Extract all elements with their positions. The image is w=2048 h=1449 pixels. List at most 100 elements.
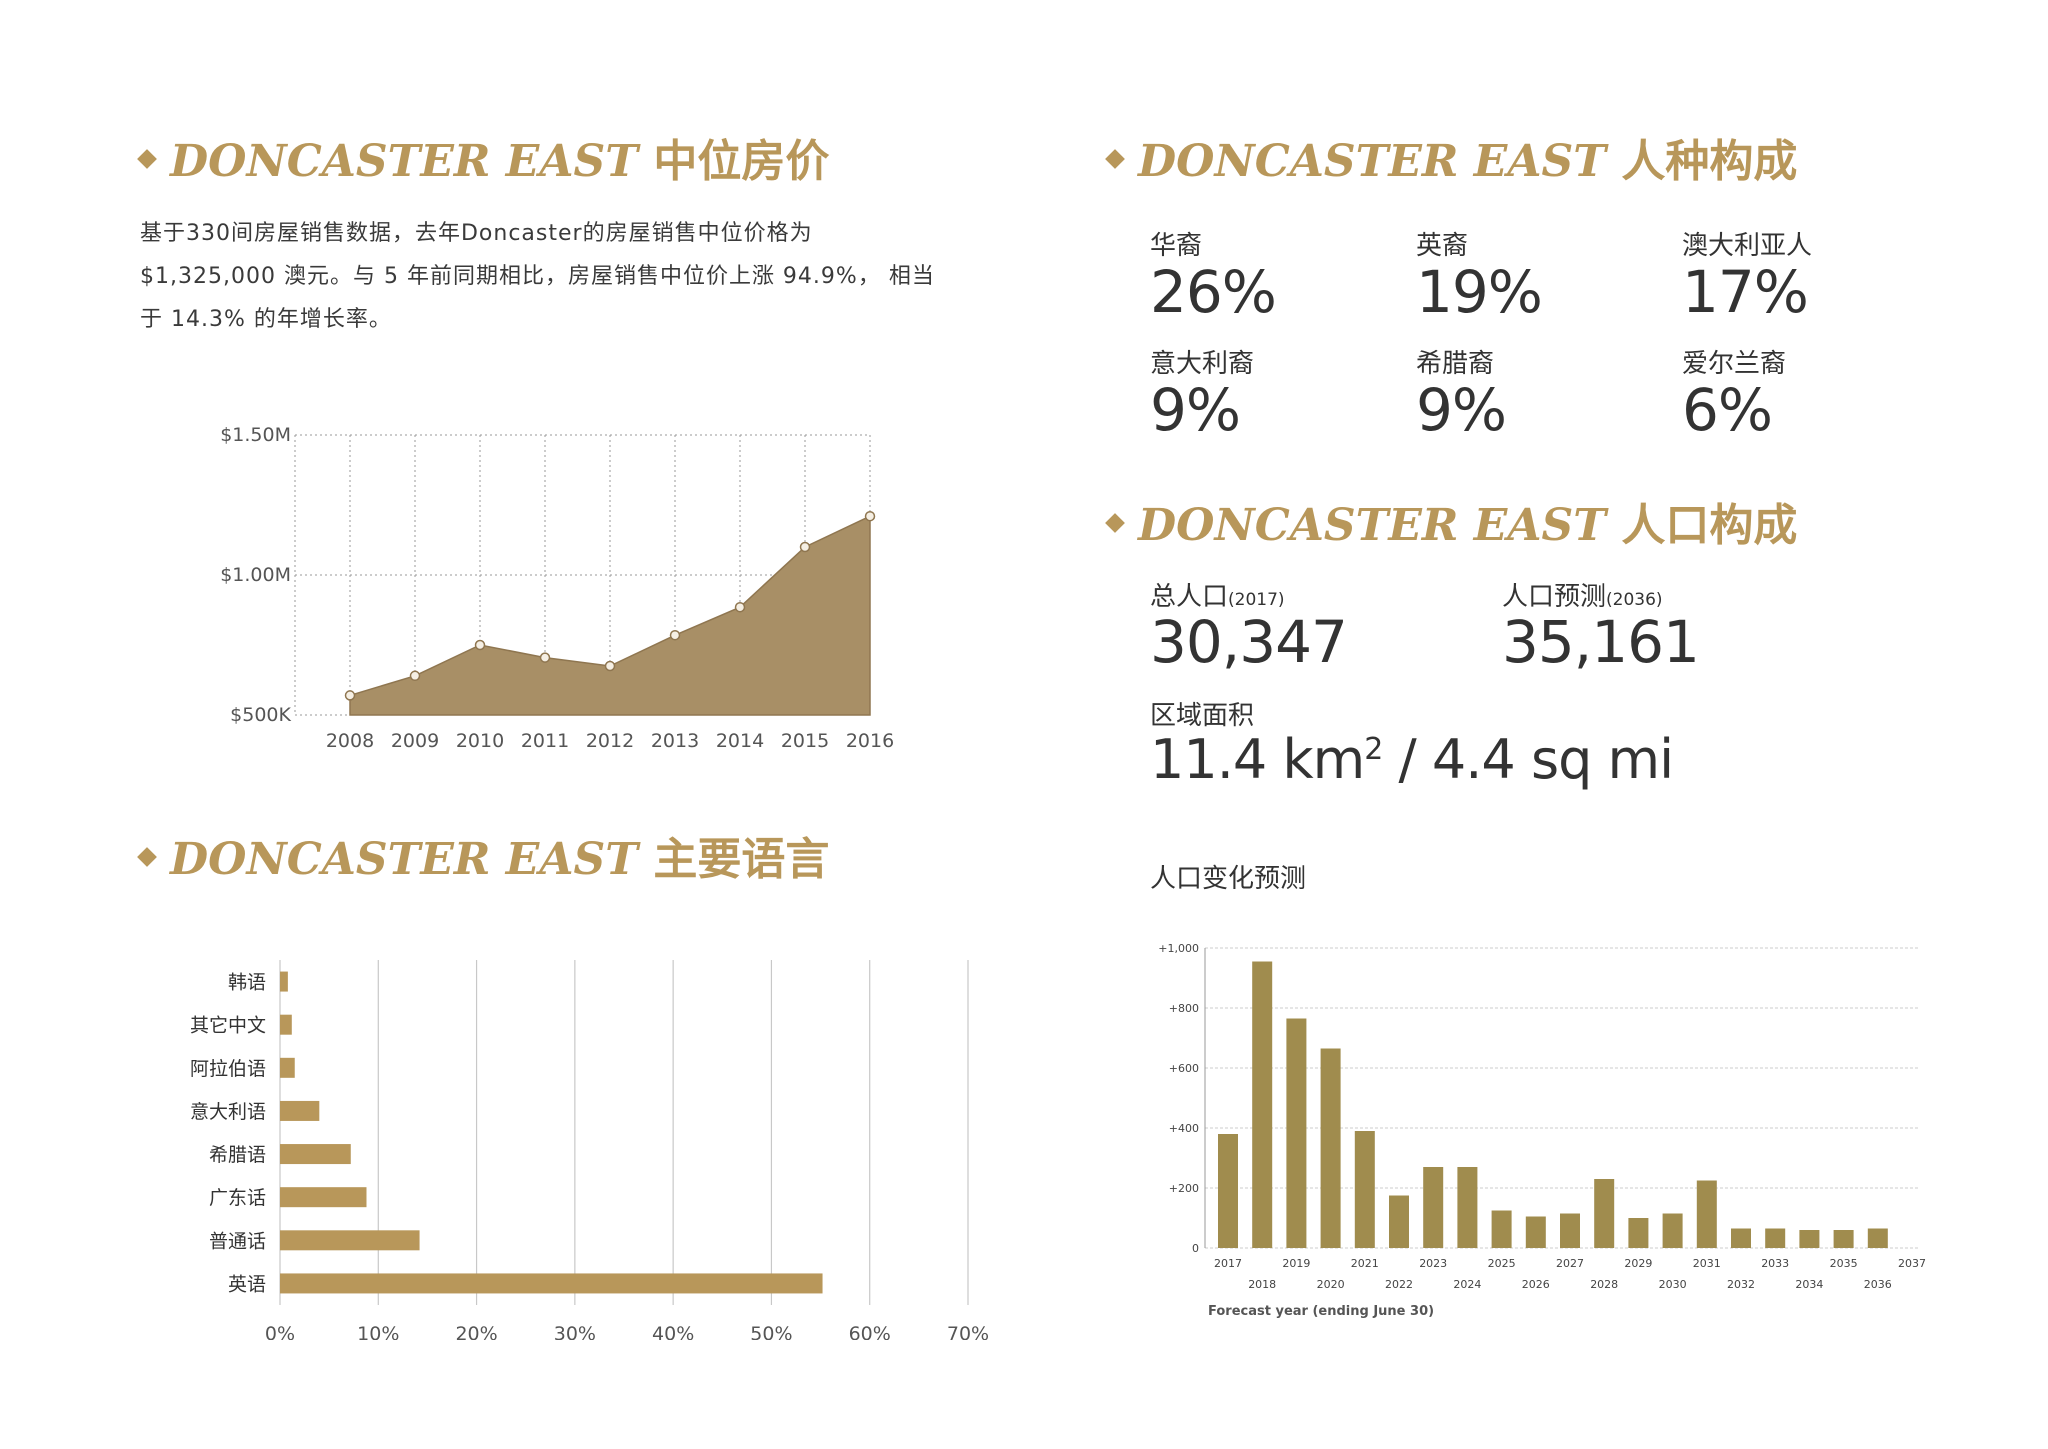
lang-category-label: 其它中文 bbox=[190, 1015, 266, 1037]
title-zh: 主要语言 bbox=[653, 834, 830, 885]
lang-category-label: 普通话 bbox=[209, 1230, 266, 1252]
lang-bar bbox=[280, 1144, 351, 1165]
pop-ytick-label: +600 bbox=[1169, 1062, 1199, 1075]
pop-ytick-label: +400 bbox=[1169, 1122, 1199, 1135]
diamond-bullet-icon bbox=[137, 148, 157, 169]
pop-xtick-label: 2033 bbox=[1761, 1257, 1789, 1270]
price-section-title: DONCASTER EAST 中位房价 bbox=[137, 140, 829, 184]
lang-xtick-label: 0% bbox=[265, 1323, 295, 1340]
area-point bbox=[864, 510, 876, 522]
lang-bar bbox=[280, 971, 288, 992]
lang-bar bbox=[280, 1014, 292, 1035]
pop-x-axis-title: Forecast year (ending June 30) bbox=[1208, 1304, 1434, 1319]
area-point bbox=[344, 690, 356, 701]
area-point bbox=[409, 670, 421, 682]
ethnicity-value-3: 17% bbox=[1682, 258, 1809, 326]
area-point bbox=[734, 601, 746, 613]
pop-xtick-label: 2025 bbox=[1488, 1257, 1516, 1270]
area-mi: / 4.4 sq mi bbox=[1382, 728, 1675, 791]
lang-xtick-label: 60% bbox=[849, 1323, 891, 1340]
pop-bar bbox=[1765, 1228, 1786, 1248]
ethnicity-label-2: 英裔 bbox=[1416, 231, 1469, 261]
ethnicity-label-6: 爱尔兰裔 bbox=[1682, 349, 1787, 379]
pop-bar bbox=[1491, 1210, 1512, 1248]
pop-xtick-label: 2034 bbox=[1795, 1278, 1823, 1291]
population-change-chart: 0 +200 +400 +600 +800 +1,000 2017 2019 2021 2023… bbox=[1158, 942, 1926, 1319]
ethnicity-value-5: 9% bbox=[1416, 376, 1507, 444]
area-xtick-label: 2009 bbox=[391, 730, 439, 752]
language-section-title: DONCASTER EAST 主要语言 bbox=[137, 838, 829, 882]
area-xtick-label: 2010 bbox=[456, 730, 504, 752]
title-en: DONCASTER EAST bbox=[170, 834, 638, 885]
ethnicity-label-3: 澳大利亚人 bbox=[1682, 231, 1813, 261]
median-price-chart: 2008 2009 2010 2011 2012 2013 2014 2015 2016 $50… bbox=[220, 424, 894, 752]
area-ytick-label: $500K bbox=[230, 704, 291, 726]
pop-bar bbox=[1320, 1048, 1341, 1248]
pop-bar bbox=[1457, 1167, 1478, 1248]
title-en: DONCASTER EAST bbox=[170, 136, 638, 187]
pop-xtick-label: 2036 bbox=[1864, 1278, 1892, 1291]
ethnicity-section-title: DONCASTER EAST 人种构成 bbox=[1105, 140, 1797, 184]
area-xtick-label: 2013 bbox=[651, 730, 699, 752]
pop-bar bbox=[1252, 961, 1273, 1248]
pop-xtick-label: 2026 bbox=[1522, 1278, 1550, 1291]
area-point bbox=[474, 639, 486, 651]
pop-bar bbox=[1662, 1213, 1683, 1248]
forecast-population-label: 人口预测(2036) bbox=[1502, 576, 1663, 613]
pop-bar bbox=[1594, 1179, 1615, 1248]
total-label-text: 总人口 bbox=[1150, 582, 1229, 612]
lang-xtick-label: 50% bbox=[750, 1323, 792, 1340]
area-ytick-label: $1.50M bbox=[220, 424, 291, 446]
title-en: DONCASTER EAST bbox=[1138, 500, 1606, 551]
pop-bar bbox=[1833, 1230, 1854, 1248]
area-point bbox=[669, 629, 681, 641]
pop-bar bbox=[1696, 1180, 1717, 1248]
lang-xtick-label: 70% bbox=[947, 1323, 989, 1340]
diamond-bullet-icon bbox=[1105, 148, 1125, 169]
area-xtick-label: 2016 bbox=[846, 730, 894, 752]
lang-xtick-label: 40% bbox=[652, 1323, 694, 1340]
pop-bar bbox=[1286, 1018, 1307, 1248]
pop-xtick-label: 2029 bbox=[1624, 1257, 1652, 1270]
area-point bbox=[539, 652, 551, 663]
pop-xtick-label: 2027 bbox=[1556, 1257, 1584, 1270]
pop-xtick-label: 2019 bbox=[1282, 1257, 1310, 1270]
lang-category-label: 英语 bbox=[228, 1273, 266, 1295]
pop-xtick-label: 2021 bbox=[1351, 1257, 1379, 1270]
lang-bar bbox=[280, 1100, 320, 1121]
pop-ytick-label: +800 bbox=[1169, 1002, 1199, 1015]
area-xtick-label: 2012 bbox=[586, 730, 634, 752]
area-sup: 2 bbox=[1364, 732, 1383, 767]
pop-bar bbox=[1354, 1131, 1375, 1248]
pop-ytick-label: 0 bbox=[1192, 1242, 1199, 1255]
pop-xtick-label: 2030 bbox=[1659, 1278, 1687, 1291]
lang-xtick-label: 20% bbox=[455, 1323, 497, 1340]
forecast-population-value: 35,161 bbox=[1502, 608, 1700, 676]
pop-xtick-label: 2032 bbox=[1727, 1278, 1755, 1291]
ethnicity-value-2: 19% bbox=[1416, 258, 1543, 326]
lang-xtick-label: 30% bbox=[554, 1323, 596, 1340]
pop-xtick-label: 2017 bbox=[1214, 1257, 1242, 1270]
ethnicity-label-4: 意大利裔 bbox=[1150, 349, 1255, 379]
lang-bar bbox=[280, 1273, 823, 1294]
title-zh: 中位房价 bbox=[653, 136, 830, 187]
area-xtick-label: 2015 bbox=[781, 730, 829, 752]
pop-xtick-label: 2018 bbox=[1248, 1278, 1276, 1291]
pop-xtick-label: 2020 bbox=[1317, 1278, 1345, 1291]
forecast-year: (2036) bbox=[1606, 590, 1663, 610]
area-point bbox=[604, 660, 616, 672]
pop-bar bbox=[1389, 1195, 1409, 1248]
area-xtick-label: 2011 bbox=[521, 730, 569, 752]
pop-bar bbox=[1218, 1134, 1238, 1248]
pop-xtick-label: 2037 bbox=[1898, 1257, 1926, 1270]
pop-bar bbox=[1731, 1228, 1751, 1248]
diamond-bullet-icon bbox=[1105, 512, 1125, 533]
pop-xtick-label: 2023 bbox=[1419, 1257, 1447, 1270]
ethnicity-value-4: 9% bbox=[1150, 376, 1241, 444]
area-point bbox=[799, 541, 811, 553]
pop-bar bbox=[1423, 1167, 1444, 1248]
ethnicity-value-1: 26% bbox=[1150, 258, 1277, 326]
pop-bar bbox=[1867, 1228, 1888, 1248]
area-ytick-label: $1.00M bbox=[220, 564, 291, 586]
